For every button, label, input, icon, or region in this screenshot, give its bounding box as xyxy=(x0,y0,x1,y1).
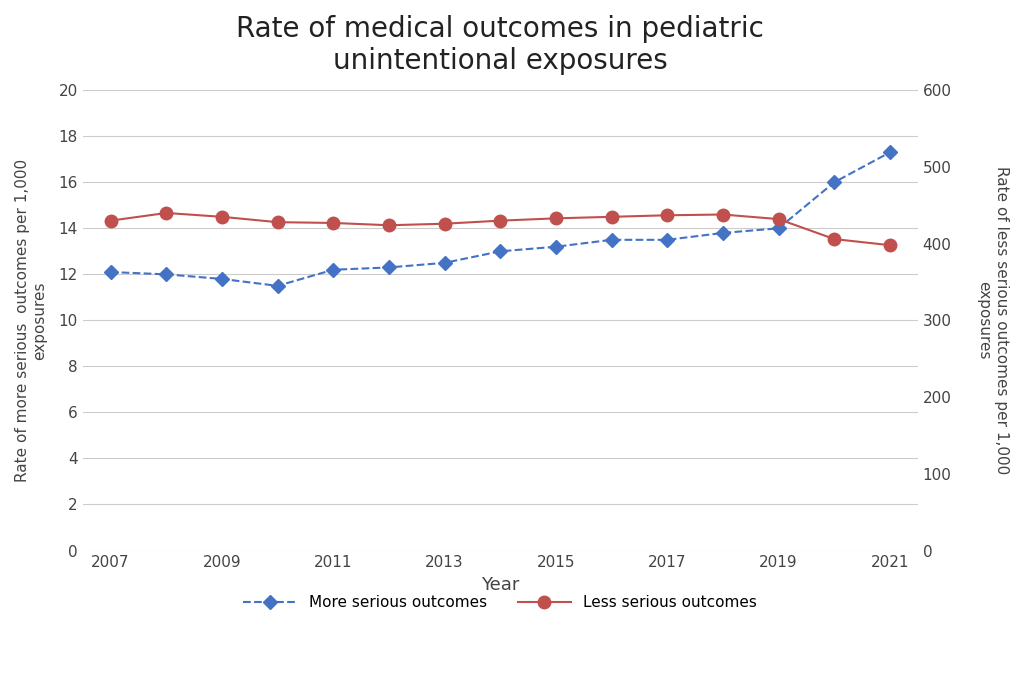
Y-axis label: Rate of less serious outcomes per 1,000
exposures: Rate of less serious outcomes per 1,000 … xyxy=(977,166,1009,475)
X-axis label: Year: Year xyxy=(481,576,519,594)
Legend: More serious outcomes, Less serious outcomes: More serious outcomes, Less serious outc… xyxy=(238,589,763,617)
Y-axis label: Rate of more serious  outcomes per 1,000
exposures: Rate of more serious outcomes per 1,000 … xyxy=(15,159,47,482)
Title: Rate of medical outcomes in pediatric
unintentional exposures: Rate of medical outcomes in pediatric un… xyxy=(237,15,764,75)
